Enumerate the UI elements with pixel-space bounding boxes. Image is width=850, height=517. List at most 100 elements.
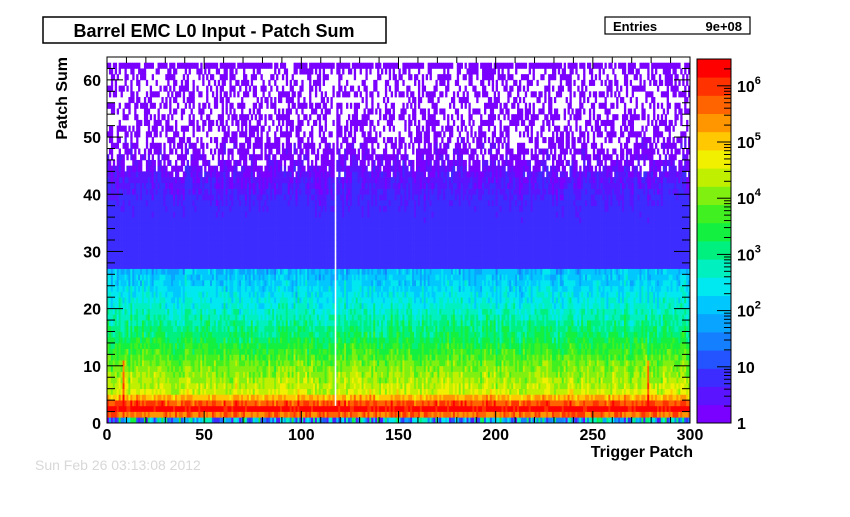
heatmap-cell <box>211 171 215 178</box>
heatmap-cell <box>219 302 222 309</box>
heatmap-cell <box>145 171 149 178</box>
heatmap-cell <box>161 320 164 327</box>
heatmap-cell <box>202 240 205 247</box>
heatmap-cell <box>217 297 221 304</box>
heatmap-cell <box>157 91 160 98</box>
heatmap-cell <box>151 325 154 332</box>
heatmap-cell <box>276 371 279 378</box>
heatmap-cell <box>266 411 269 418</box>
heatmap-cell <box>112 108 116 115</box>
heatmap-cell <box>110 79 114 86</box>
heatmap-cell <box>149 365 153 372</box>
heatmap-cell <box>210 205 213 212</box>
heatmap-cell <box>204 371 207 378</box>
heatmap-cell <box>206 314 209 321</box>
heatmap-cell <box>278 240 281 247</box>
heatmap-cell <box>266 280 269 287</box>
heatmap-cell <box>276 388 279 395</box>
heatmap-cell <box>223 245 226 252</box>
heatmap-cell <box>112 320 116 327</box>
heatmap-cell <box>138 382 141 390</box>
heatmap-cell <box>130 142 133 149</box>
heatmap-cell <box>215 331 219 338</box>
heatmap-cell <box>124 280 127 287</box>
heatmap-cell <box>250 171 254 178</box>
heatmap-cell <box>110 285 114 292</box>
heatmap-cell <box>186 182 189 189</box>
heatmap-cell <box>173 411 176 418</box>
heatmap-cell <box>268 257 271 264</box>
heatmap-cell <box>258 194 261 201</box>
heatmap-cell <box>221 400 224 407</box>
heatmap-cell <box>175 302 178 309</box>
heatmap-cell <box>112 297 116 304</box>
heatmap-cell <box>192 245 195 252</box>
heatmap-cell <box>140 348 143 355</box>
heatmap-cell <box>140 194 143 201</box>
heatmap-cell <box>107 228 110 235</box>
heatmap-cell <box>213 285 217 292</box>
heatmap-cell <box>215 382 219 390</box>
heatmap-cell <box>235 280 238 287</box>
heatmap-cell <box>217 417 221 424</box>
heatmap-cell <box>122 268 125 275</box>
heatmap-cell <box>256 119 259 126</box>
heatmap-cell <box>194 148 197 155</box>
heatmap-cell <box>141 177 145 184</box>
heatmap-cell <box>173 388 176 395</box>
heatmap-cell <box>194 217 197 224</box>
heatmap-cell <box>204 268 207 275</box>
heatmap-cell <box>217 154 221 161</box>
heatmap-cell <box>200 417 203 424</box>
heatmap-cell <box>116 234 120 241</box>
heatmap-cell <box>276 342 279 350</box>
heatmap-cell <box>107 308 110 315</box>
heatmap-cell <box>254 400 257 407</box>
heatmap-cell <box>188 240 191 247</box>
heatmap-cell <box>270 74 273 81</box>
heatmap-cell <box>239 142 242 149</box>
heatmap-cell <box>233 297 236 304</box>
heatmap-cell <box>130 411 133 418</box>
heatmap-cell <box>227 131 230 138</box>
heatmap-cell <box>110 125 114 132</box>
heatmap-cell <box>274 159 277 167</box>
heatmap-cell <box>138 159 141 167</box>
heatmap-cell <box>157 331 160 338</box>
heatmap-cell <box>198 125 201 132</box>
heatmap-cell <box>246 222 250 229</box>
heatmap-cell <box>264 177 267 184</box>
heatmap-cell <box>163 320 166 327</box>
heatmap-cell <box>176 342 180 350</box>
heatmap-cell <box>194 314 197 321</box>
heatmap-cell <box>163 205 166 212</box>
heatmap-cell <box>278 354 281 361</box>
heatmap-cell <box>217 371 221 378</box>
heatmap-cell <box>202 348 205 355</box>
heatmap-cell <box>215 274 219 281</box>
heatmap-cell <box>237 342 240 350</box>
heatmap-cell <box>161 377 164 384</box>
heatmap-cell <box>175 188 178 195</box>
heatmap-cell <box>134 342 137 350</box>
heatmap-cell <box>178 388 182 395</box>
heatmap-cell <box>204 365 207 372</box>
heatmap-cell <box>252 342 256 350</box>
heatmap-cell <box>258 377 261 384</box>
heatmap-cell <box>206 177 209 184</box>
heatmap-cell <box>285 314 289 321</box>
heatmap-cell <box>141 222 145 229</box>
heatmap-cell <box>204 325 207 332</box>
heatmap-cell <box>169 194 172 201</box>
heatmap-cell <box>141 257 145 264</box>
heatmap-cell <box>192 165 195 172</box>
heatmap-cell <box>264 297 267 304</box>
heatmap-cell <box>285 320 289 327</box>
heatmap-cell <box>163 234 166 241</box>
heatmap-cell <box>194 302 197 309</box>
heatmap-cell <box>225 205 228 212</box>
heatmap-cell <box>118 188 121 195</box>
heatmap-cell <box>229 371 232 378</box>
heatmap-cell <box>165 268 168 275</box>
heatmap-cell <box>202 222 205 229</box>
